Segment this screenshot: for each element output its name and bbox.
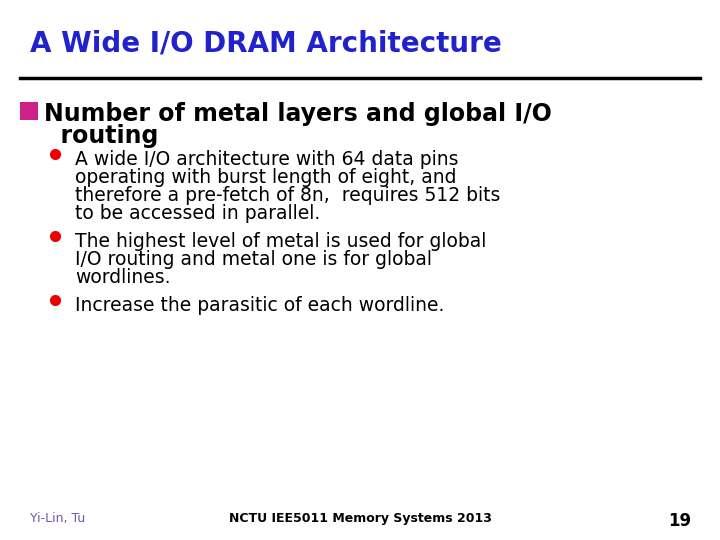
Text: therefore a pre-fetch of 8n,  requires 512 bits: therefore a pre-fetch of 8n, requires 51…: [75, 186, 500, 205]
Text: operating with burst length of eight, and: operating with burst length of eight, an…: [75, 168, 456, 187]
Text: The highest level of metal is used for global: The highest level of metal is used for g…: [75, 232, 487, 251]
Text: wordlines.: wordlines.: [75, 268, 171, 287]
Text: A Wide I/O DRAM Architecture: A Wide I/O DRAM Architecture: [30, 30, 502, 58]
FancyBboxPatch shape: [20, 102, 38, 120]
Text: Number of metal layers and global I/O: Number of metal layers and global I/O: [44, 102, 552, 126]
Text: I/O routing and metal one is for global: I/O routing and metal one is for global: [75, 250, 432, 269]
Text: A wide I/O architecture with 64 data pins: A wide I/O architecture with 64 data pin…: [75, 150, 459, 169]
Text: NCTU IEE5011 Memory Systems 2013: NCTU IEE5011 Memory Systems 2013: [228, 512, 492, 525]
Text: Yi-Lin, Tu: Yi-Lin, Tu: [30, 512, 85, 525]
Text: Increase the parasitic of each wordline.: Increase the parasitic of each wordline.: [75, 296, 444, 315]
Text: to be accessed in parallel.: to be accessed in parallel.: [75, 204, 320, 223]
Text: routing: routing: [44, 124, 158, 148]
Text: 19: 19: [668, 512, 692, 530]
